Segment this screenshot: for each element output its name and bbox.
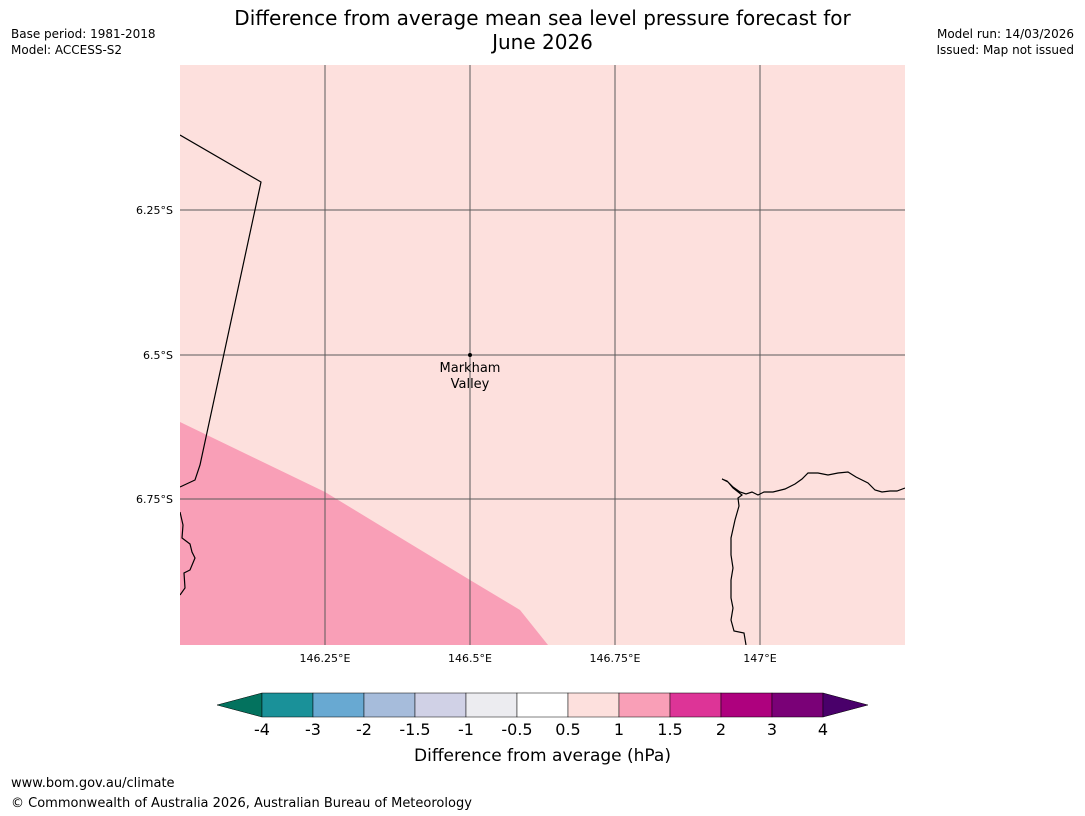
colorbar-tick-2: -2 bbox=[356, 720, 372, 739]
colorbar-swatch-9 bbox=[669, 692, 722, 718]
footer-url[interactable]: www.bom.gov.au/climate bbox=[11, 776, 175, 791]
colorbar-tick-8: 1.5 bbox=[657, 720, 682, 739]
colorbar-tick-10: 3 bbox=[767, 720, 777, 739]
lon-label-146-5: 146.5°E bbox=[448, 652, 492, 665]
colorbar-swatches bbox=[216, 692, 869, 718]
colorbar-swatch-10 bbox=[720, 692, 773, 718]
colorbar-swatch-5 bbox=[465, 692, 518, 718]
colorbar-title: Difference from average (hPa) bbox=[414, 746, 671, 766]
graticule bbox=[180, 65, 905, 645]
colorbar-extend-high bbox=[822, 692, 869, 718]
coast-east bbox=[721, 471, 905, 645]
colorbar-tick-6: 0.5 bbox=[555, 720, 580, 739]
colorbar-swatch-4 bbox=[414, 692, 467, 718]
base-period: Base period: 1981-2018 bbox=[11, 27, 156, 41]
colorbar-tick-0: -4 bbox=[254, 720, 270, 739]
meta-right: Model run: 14/03/2026 Issued: Map not is… bbox=[936, 26, 1074, 58]
model-run: Model run: 14/03/2026 bbox=[936, 27, 1074, 41]
colorbar-tick-7: 1 bbox=[614, 720, 624, 739]
colorbar-tick-4: -1 bbox=[458, 720, 474, 739]
meta-left: Base period: 1981-2018 Model: ACCESS-S2 bbox=[11, 26, 156, 58]
colorbar-swatch-3 bbox=[363, 692, 416, 718]
lon-label-146-75: 146.75°E bbox=[590, 652, 641, 665]
place-label-line-1: Markham bbox=[440, 361, 501, 376]
colorbar-swatch-7 bbox=[567, 692, 620, 718]
lon-label-146-25: 146.25°E bbox=[300, 652, 351, 665]
colorbar-tick-1: -3 bbox=[305, 720, 321, 739]
title-line-1: Difference from average mean sea level p… bbox=[234, 6, 851, 30]
title-line-2: June 2026 bbox=[492, 30, 593, 54]
border-line-west bbox=[180, 134, 262, 488]
issued-status: Issued: Map not issued bbox=[936, 43, 1074, 57]
colorbar-tick-9: 2 bbox=[716, 720, 726, 739]
lat-label-6-25: 6.25°S bbox=[136, 204, 173, 217]
place-marker-markham-valley bbox=[468, 353, 472, 357]
colorbar-swatch-2 bbox=[312, 692, 365, 718]
colorbar-tick-5: -0.5 bbox=[501, 720, 532, 739]
model-name: Model: ACCESS-S2 bbox=[11, 43, 123, 57]
page-title: Difference from average mean sea level p… bbox=[180, 6, 905, 54]
pressure-region-1-15 bbox=[180, 422, 548, 645]
colorbar-swatch-1 bbox=[261, 692, 314, 718]
footer-copyright: © Commonwealth of Australia 2026, Austra… bbox=[11, 796, 472, 811]
colorbar-tick-labels: -4 -3 -2 -1.5 -1 -0.5 0.5 1 1.5 2 3 4 bbox=[254, 720, 828, 739]
colorbar-swatch-8 bbox=[618, 692, 671, 718]
colorbar-tick-11: 4 bbox=[818, 720, 828, 739]
place-label-line-2: Valley bbox=[451, 377, 490, 392]
coastlines bbox=[180, 134, 905, 645]
lon-label-147: 147°E bbox=[743, 652, 776, 665]
lat-axis-labels: 6.25°S 6.5°S 6.75°S bbox=[136, 204, 173, 506]
lat-label-6-75: 6.75°S bbox=[136, 493, 173, 506]
colorbar-swatch-6 bbox=[516, 692, 569, 718]
lon-axis-labels: 146.25°E 146.5°E 146.75°E 147°E bbox=[300, 652, 777, 665]
colorbar-swatch-11 bbox=[771, 692, 824, 718]
footer: www.bom.gov.au/climate © Commonwealth of… bbox=[11, 774, 472, 814]
coast-west bbox=[180, 511, 196, 596]
colorbar-tick-3: -1.5 bbox=[399, 720, 430, 739]
colorbar-extend-low bbox=[216, 692, 263, 718]
lat-label-6-5: 6.5°S bbox=[143, 349, 173, 362]
